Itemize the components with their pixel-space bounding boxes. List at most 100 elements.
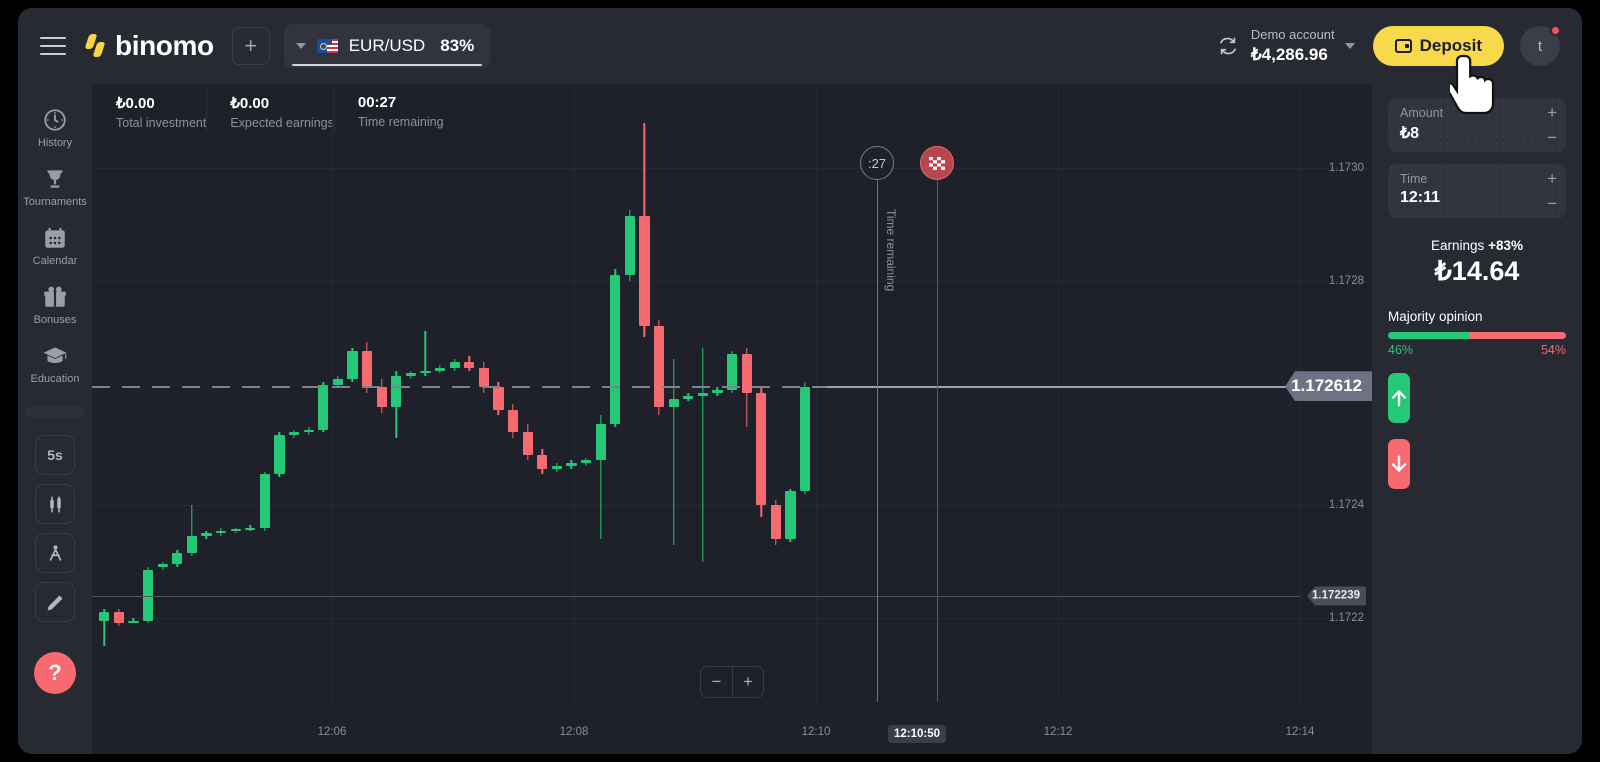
- trade-panel: Amount ₺8 + − Time 12:11 + − Earnings +8…: [1372, 84, 1582, 754]
- candlestick: [245, 84, 256, 702]
- opinion-down-percent: 54%: [1540, 343, 1566, 357]
- asset-selector[interactable]: EUR/USD 83%: [283, 24, 491, 68]
- sidebar-item-calendar[interactable]: Calendar: [18, 216, 92, 275]
- candlestick: [142, 84, 154, 702]
- candlestick: [493, 84, 504, 702]
- gridline-horizontal: [92, 617, 1372, 619]
- help-button[interactable]: ?: [34, 652, 76, 694]
- time-tick-label: 12:08: [559, 726, 589, 738]
- arrow-up-icon: [1391, 390, 1407, 407]
- trade-stats-bar: ₺0.00 Total investment ₺0.00 Expected ea…: [92, 84, 444, 140]
- amount-increase-button[interactable]: +: [1547, 103, 1557, 122]
- sidebar-divider: [26, 407, 84, 417]
- sidebar-nav: History Tournaments: [18, 84, 92, 393]
- deposit-button[interactable]: Deposit: [1372, 26, 1504, 66]
- time-axis[interactable]: 12:06 12:08 12:10 12:12 12:14 12:10:50: [92, 702, 1372, 754]
- zoom-in-button[interactable]: +: [732, 667, 763, 697]
- amount-decrease-button[interactable]: −: [1547, 128, 1557, 147]
- previous-price-tag: 1.172239: [1307, 586, 1366, 606]
- logo-mark-icon: [84, 33, 108, 59]
- time-remaining-label: Time remaining: [884, 209, 898, 292]
- time-tick-label: 12:06: [317, 726, 347, 738]
- time-cursor-marker: 12:10:50: [887, 725, 947, 743]
- candlestick: [391, 84, 402, 702]
- opinion-bar-up: [1388, 332, 1470, 339]
- candlestick: [741, 84, 752, 702]
- buy-up-button[interactable]: [1388, 373, 1410, 423]
- hamburger-icon[interactable]: [40, 37, 66, 55]
- time-remaining-badge: :27: [860, 146, 894, 180]
- candlestick: [712, 84, 723, 702]
- notification-dot: [1550, 25, 1561, 36]
- time-decrease-button[interactable]: −: [1547, 194, 1557, 213]
- logo-text: binomo: [115, 30, 214, 61]
- time-remaining-line: [877, 180, 878, 702]
- time-field[interactable]: Time 12:11 + −: [1388, 164, 1566, 218]
- checkered-flag-icon: [929, 156, 945, 170]
- candlestick: [639, 84, 650, 702]
- time-tick-label: 12:14: [1285, 726, 1315, 738]
- price-chart[interactable]: ₺0.00 Total investment ₺0.00 Expected ea…: [92, 84, 1372, 754]
- candlestick: [537, 84, 548, 702]
- indicators-icon: [49, 544, 61, 561]
- current-price-line: [827, 386, 1372, 388]
- candlestick: [522, 84, 533, 702]
- draw-button[interactable]: [35, 582, 75, 622]
- current-price-tag: 1.172612: [1285, 371, 1372, 402]
- sidebar-item-label: Education: [30, 373, 80, 385]
- refresh-icon[interactable]: [1217, 35, 1239, 57]
- candlestick: [230, 84, 241, 702]
- binomo-app-window: binomo + EUR/USD 83% Demo account ₺4,286…: [18, 8, 1582, 754]
- earnings-amount: ₺14.64: [1434, 256, 1520, 286]
- candlestick: [318, 84, 329, 702]
- sidebar-item-education[interactable]: Education: [18, 334, 92, 393]
- candlestick: [215, 84, 227, 702]
- account-type-label: Demo account: [1250, 27, 1335, 43]
- stat-label: Expected earnings: [230, 116, 334, 130]
- zoom-out-button[interactable]: −: [711, 672, 722, 691]
- chevron-down-icon: [295, 43, 306, 49]
- opinion-up-percent: 46%: [1388, 343, 1414, 357]
- chevron-down-icon: [1344, 43, 1355, 49]
- candlestick: [683, 84, 694, 702]
- trophy-icon: [42, 166, 68, 192]
- sidebar-item-bonuses[interactable]: Bonuses: [18, 275, 92, 334]
- candlestick: [347, 84, 358, 702]
- indicators-button[interactable]: [35, 533, 75, 573]
- candlestick: [697, 84, 709, 702]
- time-label: Time: [1400, 172, 1428, 186]
- add-asset-button[interactable]: +: [231, 27, 270, 65]
- time-value: 12:11: [1400, 189, 1441, 206]
- timeframe-button[interactable]: 5s: [35, 435, 75, 475]
- majority-opinion-title: Majority opinion: [1388, 309, 1483, 324]
- sidebar-item-label: Calendar: [32, 255, 78, 267]
- sidebar-item-tournaments[interactable]: Tournaments: [18, 157, 92, 216]
- sidebar-item-label: Bonuses: [33, 314, 77, 326]
- calendar-icon: [42, 225, 68, 251]
- sidebar-item-label: Tournaments: [23, 196, 87, 208]
- stat-time-remaining: 00:27 Time remaining: [333, 84, 444, 140]
- chart-zoom-controls[interactable]: − +: [700, 666, 764, 698]
- time-increase-button[interactable]: +: [1547, 169, 1557, 188]
- candlestick: [449, 84, 460, 702]
- amount-stepper[interactable]: + −: [1547, 104, 1557, 146]
- chart-type-button[interactable]: [35, 484, 75, 524]
- candlestick: [566, 84, 577, 702]
- sell-down-button[interactable]: [1388, 439, 1410, 489]
- candlestick: [726, 84, 738, 702]
- candlestick: [756, 84, 767, 702]
- candlestick: [113, 84, 125, 702]
- account-switcher[interactable]: Demo account ₺4,286.96: [1251, 27, 1355, 65]
- gift-icon: [42, 284, 68, 310]
- candlestick: [172, 84, 183, 702]
- app-header: binomo + EUR/USD 83% Demo account ₺4,286…: [18, 8, 1582, 84]
- candlestick: [128, 84, 139, 702]
- price-axis[interactable]: 1.1730 1.1728 1.1724 1.1722: [1300, 84, 1372, 754]
- avatar[interactable]: t: [1520, 25, 1561, 66]
- stat-label: Total investment: [116, 116, 207, 130]
- price-tick-label: 1.1722: [1328, 611, 1364, 624]
- candlestick: [99, 84, 110, 702]
- majority-opinion-bar: [1388, 332, 1566, 339]
- sidebar-item-history[interactable]: History: [18, 98, 92, 157]
- time-stepper[interactable]: + −: [1547, 170, 1557, 212]
